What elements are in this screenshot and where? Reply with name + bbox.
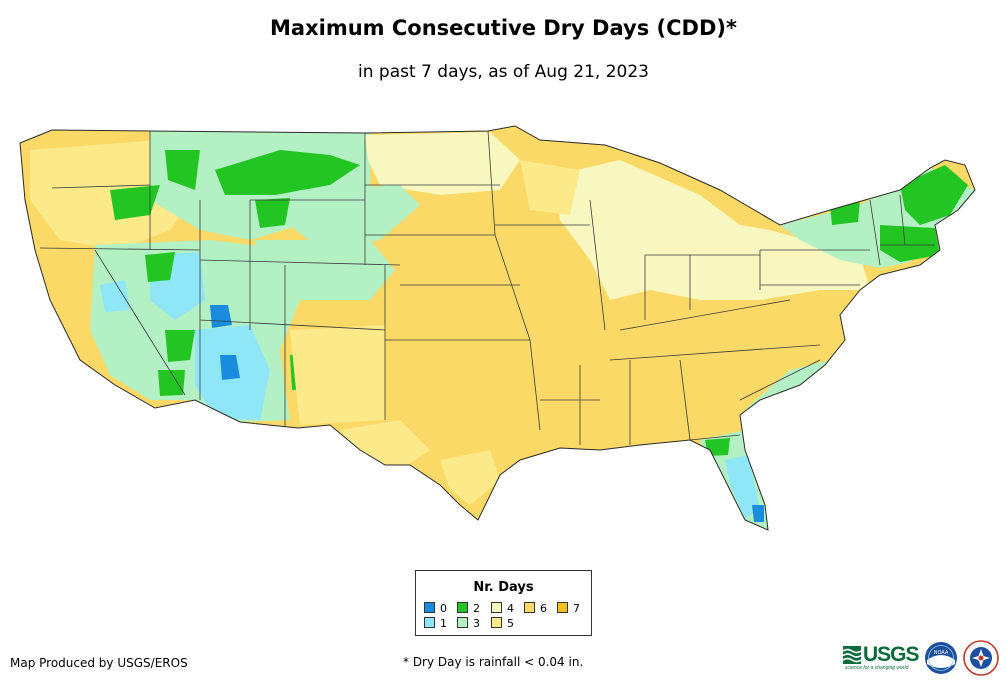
border-line [589,199,606,331]
legend-title: Nr. Days [473,580,534,595]
border-line [619,299,791,331]
legend-swatch [557,602,568,613]
cdd-map [19,125,976,531]
basin-0a [210,305,232,328]
legend-item-4: 4 [491,602,514,615]
nw-band-2a [165,150,200,190]
northeast-2b [880,225,940,262]
border-line [487,130,496,236]
border-line [899,194,906,246]
nw-band-2d [255,198,290,228]
legend-label: 5 [507,617,514,630]
border-line [869,199,881,266]
legend-swatch [424,617,435,628]
legend: Nr. Days 0 1 2 3 4 5 6 7 [415,570,592,636]
map-subtitle: in past 7 days, as of Aug 21, 2023 [358,62,649,82]
legend-item-5: 5 [491,617,514,630]
legend-label: 0 [440,602,447,615]
border-line [529,339,541,431]
nw-band-2c [110,185,160,220]
noaa-logo-text: NOAA [934,650,949,656]
florida-0 [752,505,764,522]
legend-item-6: 6 [524,602,547,615]
basin-2a [145,252,175,282]
nw-band-2b [215,150,360,195]
cdd-raster [20,126,975,530]
border-line [199,259,401,266]
texas-5b [440,450,500,505]
legend-label: 2 [473,602,480,615]
nws-logo [963,640,999,680]
nm-5 [290,325,385,425]
noaa-logo: NOAA [924,641,958,679]
legend-item-7: 7 [557,602,580,615]
legend-label: 1 [440,617,447,630]
northeast-2c [830,200,860,225]
legend-swatch [457,617,468,628]
legend-swatch [424,602,435,613]
legend-swatch [524,602,535,613]
legend-label: 4 [507,602,514,615]
basin-2c [158,370,185,396]
legend-item-0: 0 [424,602,447,615]
colorado-3 [255,240,395,300]
border-line [51,184,151,189]
border-line [609,344,821,361]
border-line [199,319,386,331]
florida-2 [705,438,730,456]
border-line [494,234,531,341]
dakota-4 [365,132,520,195]
border-line [679,359,691,441]
border-line [739,359,821,401]
legend-label: 7 [573,602,580,615]
basin-0b [220,355,240,380]
legend-item-2: 2 [457,602,480,615]
map-title: Maximum Consecutive Dry Days (CDD)* [270,16,737,40]
border-line [39,247,201,251]
state-boundaries [39,130,935,445]
basin-1c [100,280,130,312]
northeast-2a [900,165,968,225]
legend-label: 6 [540,602,547,615]
legend-swatch [457,602,468,613]
legend-swatch [491,617,502,628]
basin-2b [165,330,195,362]
usgs-logo-text: USGS [863,643,920,666]
great-lakes-4 [555,160,870,300]
minnesota-5 [520,160,580,215]
legend-item-3: 3 [457,617,480,630]
florida-1 [725,455,760,518]
texas-5a [340,420,430,470]
nebraska-3 [290,185,420,250]
legend-item-1: 1 [424,617,447,630]
usgs-wave-icon [842,646,862,664]
footnote-text: * Dry Day is rainfall < 0.04 in. [403,655,584,669]
legend-swatch [491,602,502,613]
border-line [689,434,741,441]
credit-text: Map Produced by USGS/EROS [10,656,188,670]
legend-label: 3 [473,617,480,630]
border-line [94,249,186,396]
usgs-tagline: science for a changing world [845,665,909,671]
